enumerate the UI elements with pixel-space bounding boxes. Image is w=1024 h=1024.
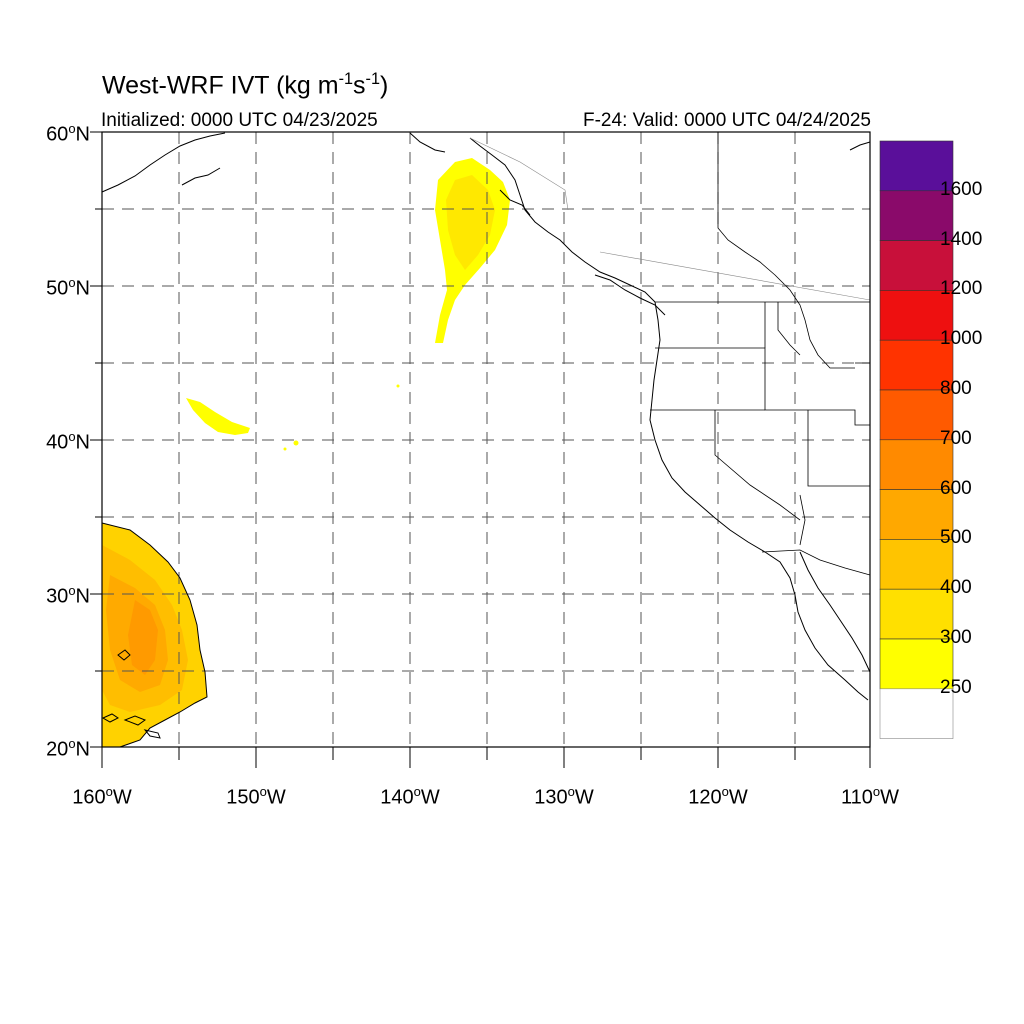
colorbar <box>879 140 954 739</box>
gridlines <box>102 132 870 747</box>
coastlines <box>101 132 871 748</box>
lon-label-120: 120oW <box>688 784 748 809</box>
lat-label-20: 20oN <box>46 736 90 761</box>
colorbar-box <box>879 190 954 241</box>
ivt-fill-layer <box>102 158 510 747</box>
lat-label-40: 40oN <box>46 429 90 454</box>
colorbar-label: 500 <box>940 527 972 549</box>
colorbar-label: 700 <box>940 427 972 449</box>
colorbar-label: 300 <box>940 627 972 648</box>
ivt-subtropical-core <box>128 600 158 675</box>
lon-label-150: 150oW <box>226 784 286 809</box>
valid-time: F-24: Valid: 0000 UTC 04/24/2025 <box>583 110 871 131</box>
colorbar-box <box>879 638 954 690</box>
colorbar-box <box>879 539 954 590</box>
ivt-plume-inner <box>446 175 495 270</box>
colorbar-box <box>879 688 954 739</box>
lat-label-60: 60oN <box>46 121 90 146</box>
colorbar-label: 400 <box>940 577 972 599</box>
lon-label-160: 160oW <box>72 784 132 809</box>
lat-label-30: 30oN <box>46 583 90 608</box>
colorbar-box <box>879 588 954 640</box>
political-borders <box>469 132 871 576</box>
colorbar-box <box>879 389 954 441</box>
colorbar-label: 1200 <box>940 278 983 300</box>
lon-label-110: 110oW <box>840 784 899 809</box>
colorbar-label: 1400 <box>940 228 983 250</box>
lon-label-140: 140oW <box>380 784 440 809</box>
colorbar-label: 600 <box>940 477 972 499</box>
tick-marks <box>90 131 871 768</box>
lon-label-130: 130oW <box>534 784 594 809</box>
colorbar-label: 250 <box>940 676 972 698</box>
colorbar-box <box>879 339 954 391</box>
colorbar-box <box>879 140 954 192</box>
lat-label-50: 50oN <box>46 275 90 300</box>
ivt-mid-pacific-patch <box>186 398 250 435</box>
colorbar-label: 800 <box>940 378 972 399</box>
colorbar-label: 1000 <box>940 328 983 350</box>
map-title: West-WRF IVT (kg m-1s-1) <box>102 70 389 100</box>
colorbar-label: 1600 <box>940 178 983 200</box>
initialized-time: Initialized: 0000 UTC 04/23/2025 <box>101 110 378 131</box>
